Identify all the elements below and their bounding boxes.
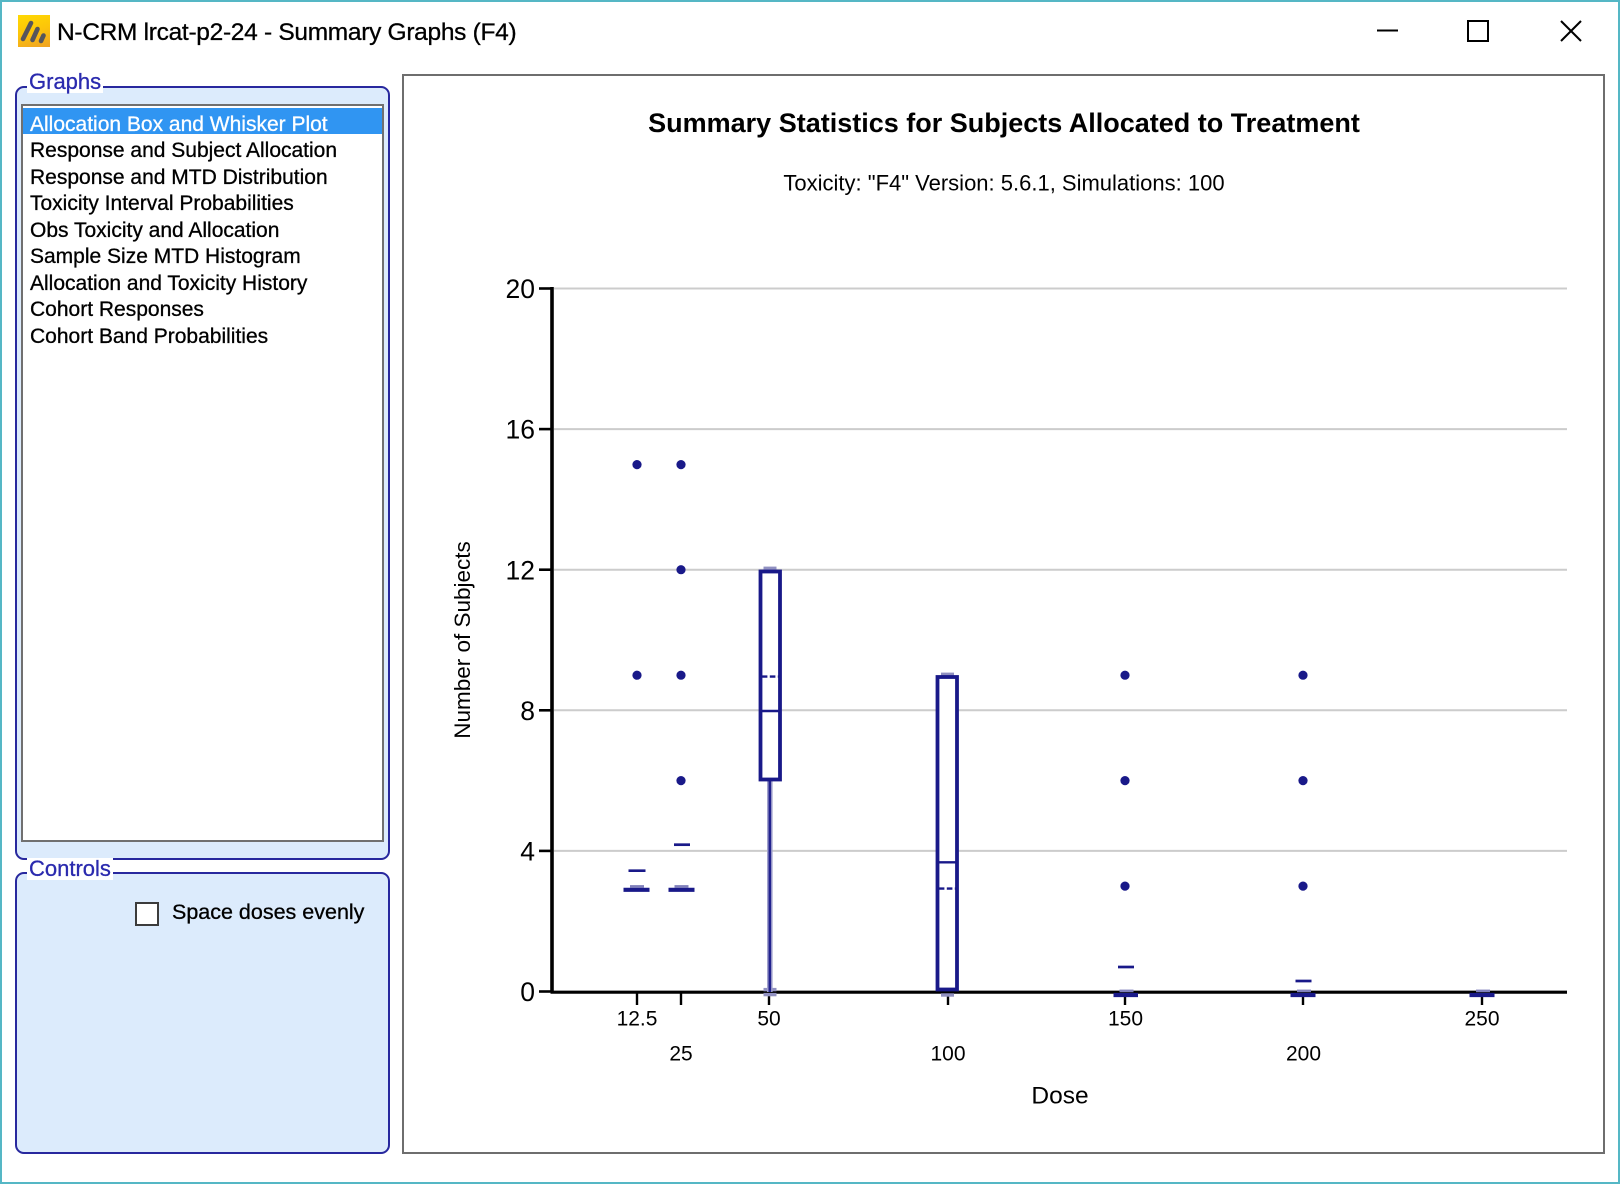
svg-text:4: 4 — [520, 837, 535, 867]
svg-text:150: 150 — [1108, 1008, 1143, 1031]
svg-text:Summary Statistics for Subject: Summary Statistics for Subjects Allocate… — [648, 108, 1360, 138]
svg-text:25: 25 — [669, 1043, 692, 1066]
svg-text:50: 50 — [757, 1008, 780, 1031]
svg-text:200: 200 — [1286, 1043, 1321, 1066]
svg-text:Number of Subjects: Number of Subjects — [450, 541, 475, 739]
svg-text:8: 8 — [520, 696, 535, 726]
svg-text:100: 100 — [930, 1043, 965, 1066]
svg-text:12: 12 — [506, 555, 535, 585]
svg-text:Dose: Dose — [1031, 1083, 1088, 1110]
svg-text:0: 0 — [520, 977, 535, 1007]
svg-text:20: 20 — [506, 274, 535, 304]
svg-text:250: 250 — [1464, 1008, 1499, 1031]
svg-text:12.5: 12.5 — [617, 1008, 658, 1031]
svg-text:16: 16 — [506, 415, 535, 445]
svg-text:Toxicity: "F4" Version: 5.6.1,: Toxicity: "F4" Version: 5.6.1, Simulatio… — [783, 171, 1224, 196]
